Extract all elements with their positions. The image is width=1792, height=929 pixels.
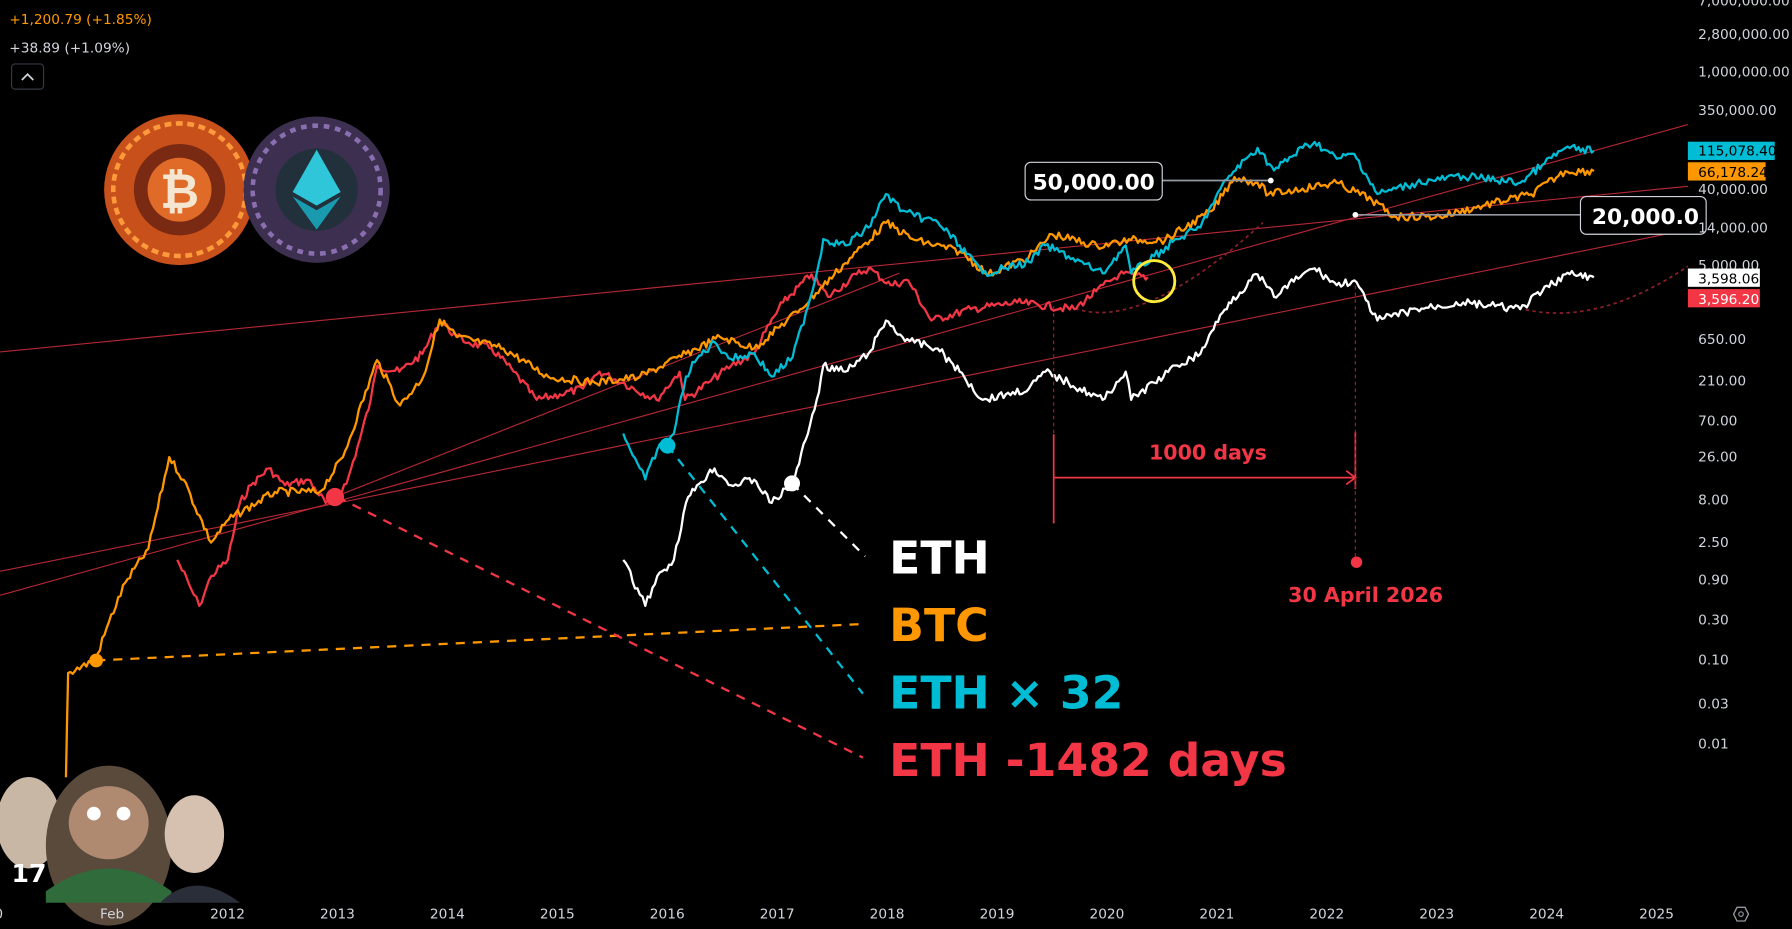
y-tick-label: 0.30 — [1698, 612, 1729, 628]
x-tick-label: 2022 — [1309, 907, 1344, 923]
y-tick-label: 1,000,000.00 — [1698, 65, 1790, 81]
series-label-eth-x32: ETH × 32 — [889, 666, 1123, 719]
bitcoin-logo: ₿ — [104, 114, 255, 266]
x-tick-label: 2013 — [320, 907, 355, 923]
settings-button[interactable] — [1732, 906, 1750, 922]
y-tick-label: 2,800,000.00 — [1698, 27, 1790, 43]
y-tick-label: 0.01 — [1698, 736, 1729, 752]
eth-shift-marker[interactable] — [325, 487, 345, 507]
x-tick-label: 2018 — [870, 907, 905, 923]
tradingview-logo: 17 — [12, 859, 47, 888]
trend-line-3[interactable] — [0, 229, 1688, 572]
trend-line-2[interactable] — [0, 124, 1689, 596]
series-line-btc[interactable] — [64, 167, 1595, 778]
btc-change-text: +1,200.79 (+1.85%) — [9, 12, 152, 28]
x-tick-label: 2016 — [650, 907, 685, 923]
y-tick-label: 0.03 — [1698, 696, 1729, 712]
y-tick-label: 8.00 — [1698, 493, 1729, 509]
series-label-eth: ETH — [889, 532, 990, 585]
ethereum-logo — [243, 116, 390, 263]
btc-connector — [96, 622, 866, 662]
y-tick-label: 0.10 — [1698, 652, 1729, 668]
price-tag-eth-x32: 115,078.40 — [1687, 141, 1777, 160]
svg-text:66,178.24: 66,178.24 — [1698, 165, 1768, 181]
label-connectors — [96, 444, 866, 759]
y-tick-label: 210.00 — [1698, 373, 1746, 389]
y-tick-label: 14,000.00 — [1698, 220, 1768, 236]
x-tick-label: 2010 — [0, 907, 3, 923]
eth-change-text: +38.89 (+1.09%) — [9, 41, 130, 57]
eth-x32-marker[interactable] — [659, 437, 676, 454]
projection-curve-2[interactable] — [1525, 265, 1689, 314]
svg-text:115,078.40: 115,078.40 — [1698, 143, 1776, 159]
x-tick-label: 2021 — [1199, 907, 1234, 923]
x-tick-label: 2017 — [760, 907, 795, 923]
btc-marker[interactable] — [89, 653, 103, 668]
eth-shift-connector — [336, 496, 864, 759]
callout-20k[interactable]: 20,000.0 — [1352, 195, 1707, 235]
x-tick-label: 2020 — [1090, 907, 1125, 923]
trend-lines[interactable] — [0, 124, 1689, 596]
x-tick-label: 2012 — [210, 907, 245, 923]
eth-connector — [791, 482, 866, 558]
svg-text:3,596.20: 3,596.20 — [1698, 292, 1759, 308]
y-tick-label: 40,000.00 — [1698, 182, 1768, 198]
price-tag-eth-shift: 3,596.20 — [1687, 289, 1760, 308]
x-tick-label: 2024 — [1529, 907, 1564, 923]
cartoon-characters-image: 17 — [0, 765, 241, 926]
highlight-circle[interactable] — [1132, 259, 1177, 304]
x-tick-label: 2014 — [430, 907, 465, 923]
y-tick-label: 7,000,000.00 — [1698, 0, 1790, 10]
target-date-label: 30 April 2026 — [1288, 583, 1443, 607]
days-span-label: 1000 days — [1149, 440, 1267, 464]
x-tick-label: 2025 — [1639, 907, 1674, 923]
eth-marker[interactable] — [784, 475, 801, 492]
price-tag-eth: 3,598.06 — [1687, 268, 1760, 287]
date-range-annotation[interactable] — [1052, 285, 1357, 560]
time-axis[interactable]: 2010 Feb 2012 2013 2014 2015 2016 2017 2018 2019 2… — [0, 907, 1674, 923]
y-tick-label: 0.90 — [1698, 572, 1729, 588]
price-axis[interactable]: 7,000,000.00 2,800,000.00 1,000,000.00 350,… — [1698, 0, 1790, 752]
series-line-eth-x32[interactable] — [622, 140, 1595, 481]
trend-line-1[interactable] — [0, 185, 1688, 353]
x-tick-label: 2015 — [540, 907, 575, 923]
y-tick-label: 650.00 — [1698, 332, 1746, 348]
eth-x32-connector — [666, 444, 864, 695]
callout-50k-text: 50,000.00 — [1033, 171, 1155, 196]
series-line-eth[interactable] — [622, 267, 1595, 607]
price-tag-btc: 66,178.24 — [1687, 162, 1768, 181]
x-tick-label: 2019 — [980, 907, 1015, 923]
x-tick-label: Feb — [100, 907, 124, 923]
trend-line-4[interactable] — [331, 272, 900, 499]
callout-50k[interactable]: 50,000.00 — [1024, 161, 1274, 201]
series-label-btc: BTC — [889, 599, 989, 652]
series-label-eth-shift: ETH -1482 days — [889, 734, 1287, 787]
collapse-legend-button[interactable] — [10, 63, 45, 90]
svg-text:₿: ₿ — [160, 164, 199, 220]
callout-20k-text: 20,000.0 — [1592, 205, 1699, 230]
target-date-dot[interactable] — [1350, 556, 1363, 568]
y-tick-label: 70.00 — [1698, 414, 1737, 430]
y-tick-label: 26.00 — [1698, 450, 1737, 466]
y-tick-label: 350,000.00 — [1698, 103, 1776, 119]
projection-curve-1[interactable] — [1075, 222, 1264, 314]
chevron-up-icon — [21, 73, 34, 81]
x-tick-label: 2023 — [1419, 907, 1454, 923]
svg-text:3,598.06: 3,598.06 — [1698, 271, 1759, 287]
gear-hex-icon — [1732, 906, 1750, 922]
y-tick-label: 2.50 — [1698, 535, 1729, 551]
